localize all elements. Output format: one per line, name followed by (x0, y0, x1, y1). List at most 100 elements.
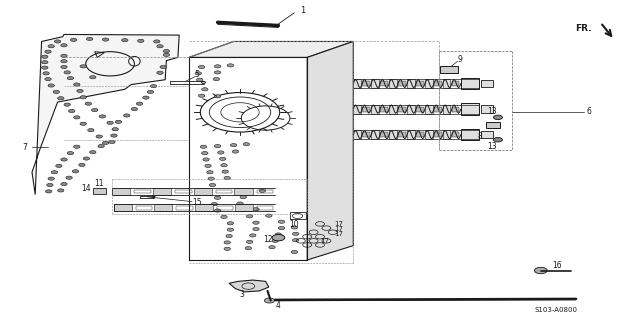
Circle shape (266, 214, 272, 217)
Circle shape (200, 145, 207, 148)
Bar (416, 132, 424, 137)
Bar (470, 107, 477, 112)
Circle shape (272, 234, 285, 241)
Bar (398, 81, 406, 86)
Circle shape (80, 65, 86, 68)
Bar (195, 204, 212, 211)
Circle shape (246, 215, 253, 218)
Ellipse shape (202, 81, 205, 84)
Circle shape (292, 239, 299, 242)
Circle shape (70, 38, 77, 41)
Circle shape (226, 234, 232, 238)
Bar (452, 81, 460, 86)
Bar (380, 81, 388, 86)
Bar (452, 107, 460, 112)
Bar (443, 79, 451, 88)
Text: 8: 8 (477, 132, 483, 141)
Circle shape (221, 164, 227, 167)
Circle shape (68, 109, 75, 113)
Circle shape (136, 102, 143, 105)
Bar (398, 132, 406, 137)
Circle shape (88, 129, 94, 132)
Bar (461, 103, 479, 115)
Circle shape (534, 267, 547, 274)
Text: 15: 15 (192, 198, 202, 207)
Bar (461, 78, 479, 89)
Circle shape (211, 203, 218, 206)
Circle shape (85, 102, 92, 105)
Circle shape (143, 96, 149, 99)
Circle shape (278, 226, 285, 230)
Circle shape (227, 64, 234, 67)
Circle shape (42, 55, 48, 58)
Text: 12: 12 (263, 235, 272, 244)
Circle shape (64, 103, 70, 106)
Circle shape (45, 50, 51, 53)
Circle shape (86, 37, 93, 41)
Circle shape (102, 141, 109, 145)
Text: 6: 6 (586, 107, 591, 116)
Text: 5: 5 (195, 70, 200, 79)
Circle shape (154, 40, 160, 43)
Circle shape (221, 215, 227, 219)
Bar (416, 107, 424, 112)
Circle shape (74, 116, 80, 119)
Bar (114, 204, 132, 211)
Circle shape (202, 88, 208, 91)
Circle shape (48, 84, 54, 87)
Circle shape (58, 97, 64, 100)
Circle shape (222, 170, 228, 173)
Bar (481, 80, 493, 87)
Circle shape (214, 209, 221, 212)
Polygon shape (307, 41, 353, 260)
Bar (216, 189, 232, 193)
Bar (470, 132, 477, 137)
Bar (461, 105, 468, 114)
Bar (461, 130, 468, 139)
Text: 17: 17 (335, 232, 344, 237)
Text: 13: 13 (486, 107, 497, 116)
Bar (425, 130, 433, 139)
Bar (353, 79, 361, 88)
Circle shape (112, 128, 118, 131)
Bar (416, 81, 424, 86)
Circle shape (92, 108, 98, 112)
Bar (440, 66, 458, 73)
Circle shape (54, 40, 61, 43)
Bar (193, 188, 212, 195)
Circle shape (163, 49, 170, 53)
Circle shape (224, 176, 230, 180)
Circle shape (224, 241, 230, 244)
Circle shape (48, 177, 54, 180)
Circle shape (493, 137, 502, 142)
Bar (461, 79, 468, 88)
Text: 16: 16 (552, 261, 562, 270)
Circle shape (269, 246, 275, 249)
Text: 13: 13 (486, 142, 497, 151)
Circle shape (253, 221, 259, 224)
Circle shape (243, 143, 250, 146)
Circle shape (246, 240, 253, 243)
Bar (380, 107, 388, 112)
Bar (389, 79, 397, 88)
Bar (353, 105, 361, 114)
Circle shape (109, 140, 115, 144)
Bar (234, 188, 253, 195)
Circle shape (205, 164, 211, 167)
Bar (136, 206, 152, 210)
Bar (175, 189, 191, 193)
Circle shape (246, 190, 253, 193)
Bar (362, 81, 370, 86)
Circle shape (42, 66, 48, 69)
Circle shape (202, 152, 208, 155)
Bar (434, 107, 442, 112)
Bar (389, 105, 397, 114)
Text: 4: 4 (276, 301, 281, 310)
Circle shape (278, 220, 285, 223)
Circle shape (67, 77, 74, 80)
Text: 1: 1 (300, 6, 305, 15)
Bar (470, 81, 477, 86)
Circle shape (220, 157, 226, 160)
Bar (461, 129, 479, 140)
Circle shape (250, 234, 256, 237)
